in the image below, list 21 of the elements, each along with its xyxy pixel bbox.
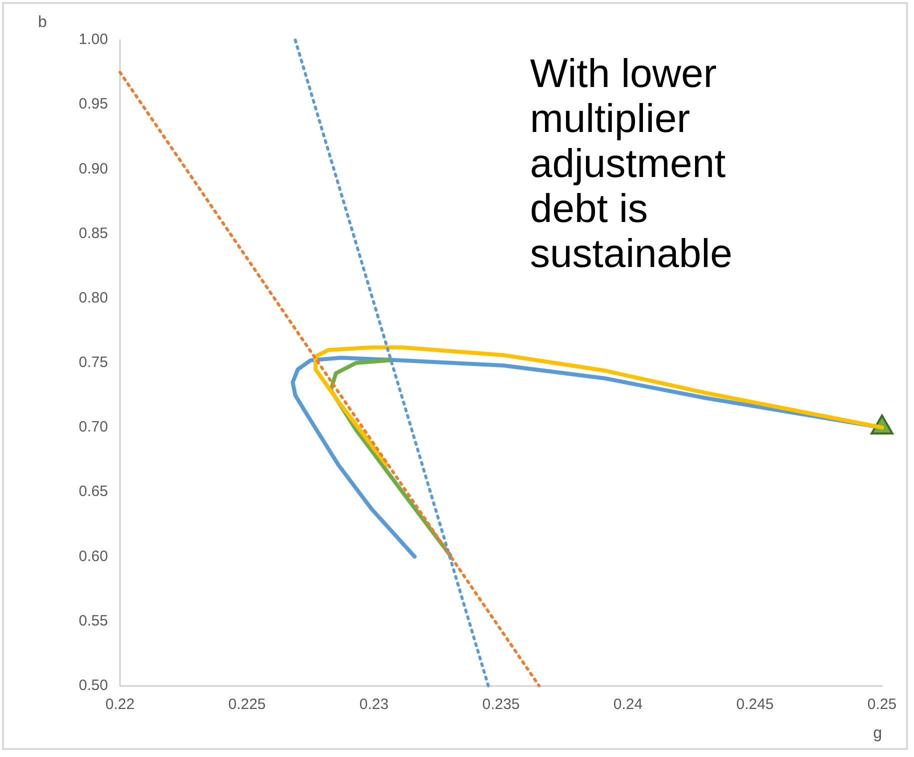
x-tick-label: 0.235: [482, 696, 520, 713]
x-tick-label: 0.22: [105, 696, 135, 713]
x-axis-title: g: [873, 724, 882, 742]
y-tick-label: 0.60: [78, 548, 108, 565]
x-tick-label: 0.225: [228, 696, 266, 713]
y-tick-label: 1.00: [78, 31, 108, 48]
x-tick-label: 0.24: [613, 696, 643, 713]
y-tick-label: 0.95: [78, 96, 108, 113]
y-tick-label: 0.70: [78, 418, 108, 436]
x-tick-label: 0.25: [867, 696, 897, 713]
y-tick-label: 0.85: [78, 224, 108, 242]
y-tick-label: 0.55: [78, 612, 108, 630]
y-tick-label: 0.90: [78, 160, 108, 178]
y-axis-title: b: [38, 14, 47, 31]
x-tick-label: 0.23: [359, 696, 389, 713]
annotation: With lower multiplier adjustment debt is sustainable: [530, 52, 734, 277]
y-tick-label: 0.50: [78, 676, 108, 694]
y-tick-label: 0.65: [78, 483, 108, 500]
y-tick-label: 0.75: [78, 354, 108, 372]
y-tick-label: 0.80: [78, 289, 108, 306]
x-tick-label: 0.245: [736, 696, 774, 713]
